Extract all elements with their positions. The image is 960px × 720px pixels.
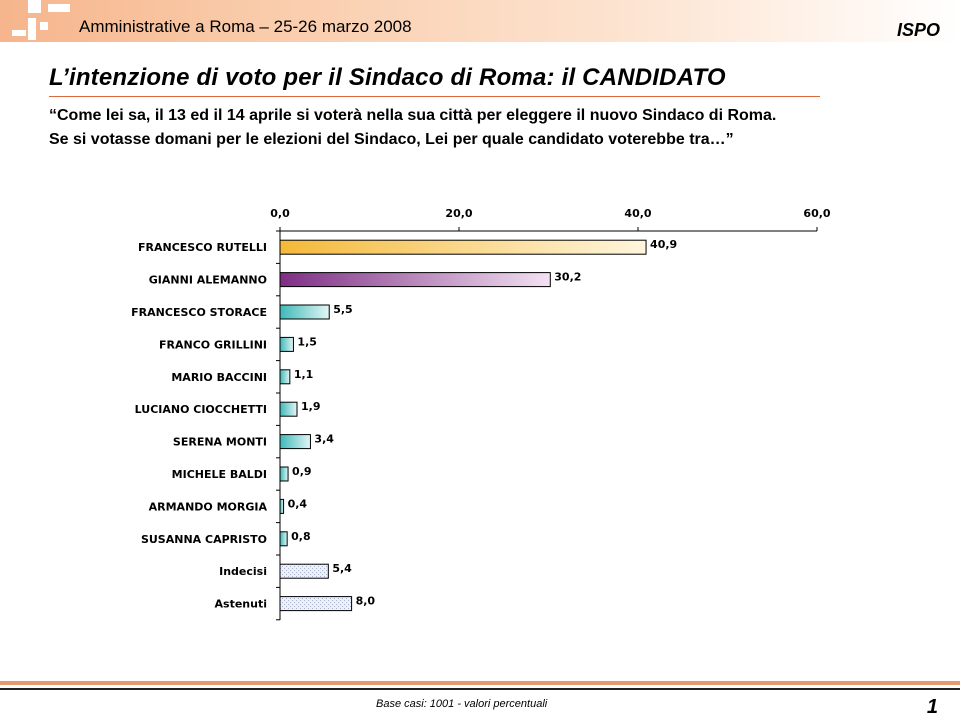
meeting-title: Amministrative a Roma – 25-26 marzo 2008	[79, 17, 412, 36]
bar	[279, 401, 298, 417]
footer-rule-dark	[0, 688, 960, 690]
bar	[279, 336, 294, 352]
logo-blocks	[0, 0, 80, 60]
x-tick-label: 60,0	[803, 207, 830, 220]
survey-question: “Come lei sa, il 13 ed il 14 aprile si v…	[49, 104, 929, 152]
category-label: SUSANNA CAPRISTO	[141, 533, 267, 546]
bar	[279, 531, 288, 547]
bar-value-label: 0,8	[291, 530, 311, 543]
category-label: GIANNI ALEMANNO	[149, 274, 267, 287]
bar-value-label: 40,9	[650, 238, 677, 251]
category-label: SERENA MONTI	[173, 436, 267, 449]
x-tick-label: 40,0	[624, 207, 651, 220]
bar-value-label: 1,5	[297, 335, 317, 348]
bar	[279, 498, 285, 514]
title-rule	[49, 96, 820, 97]
footnote: Base casi: 1001 - valori percentuali	[376, 698, 548, 710]
category-label: Indecisi	[219, 565, 267, 578]
bar	[279, 304, 330, 320]
category-label: FRANCESCO STORACE	[131, 306, 267, 319]
category-label: FRANCO GRILLINI	[159, 338, 267, 351]
footer-rule	[0, 681, 960, 685]
category-label: ARMANDO MORGIA	[149, 500, 268, 513]
x-tick-label: 20,0	[445, 207, 472, 220]
brand-name: ISPO	[896, 20, 940, 40]
page-number: 1	[926, 696, 938, 718]
page-title: L’intenzione di voto per il Sindaco di R…	[49, 64, 726, 91]
question-line-2: Se si votasse domani per le elezioni del…	[49, 131, 734, 148]
bar	[279, 466, 289, 482]
bar	[279, 272, 551, 288]
x-tick-label: 0,0	[270, 207, 290, 220]
bar-value-label: 30,2	[554, 271, 581, 284]
header-band	[0, 0, 960, 42]
category-label: LUCIANO CIOCCHETTI	[135, 403, 267, 416]
question-line-1: “Come lei sa, il 13 ed il 14 aprile si v…	[49, 107, 777, 124]
bar-value-label: 0,9	[292, 465, 312, 478]
bar	[279, 239, 647, 255]
bar-value-label: 3,4	[314, 433, 334, 446]
bar-value-label: 0,4	[288, 497, 308, 510]
bar-value-label: 5,5	[333, 303, 353, 316]
category-label: FRANCESCO RUTELLI	[138, 241, 267, 254]
category-label: Astenuti	[215, 598, 267, 611]
bar-value-label: 8,0	[356, 595, 376, 608]
bar	[279, 563, 329, 579]
category-label: MARIO BACCINI	[171, 371, 267, 384]
bar	[279, 596, 353, 612]
bar-value-label: 5,4	[332, 562, 352, 575]
category-label: MICHELE BALDI	[172, 468, 267, 481]
bar	[279, 369, 291, 385]
bar-value-label: 1,1	[294, 368, 314, 381]
bar-value-label: 1,9	[301, 400, 321, 413]
bar	[279, 434, 311, 450]
